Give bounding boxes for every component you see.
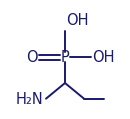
Text: P: P [61, 50, 69, 65]
Text: H₂N: H₂N [16, 92, 44, 107]
Text: OH: OH [92, 50, 115, 65]
Text: OH: OH [66, 13, 89, 28]
Text: O: O [26, 50, 38, 65]
